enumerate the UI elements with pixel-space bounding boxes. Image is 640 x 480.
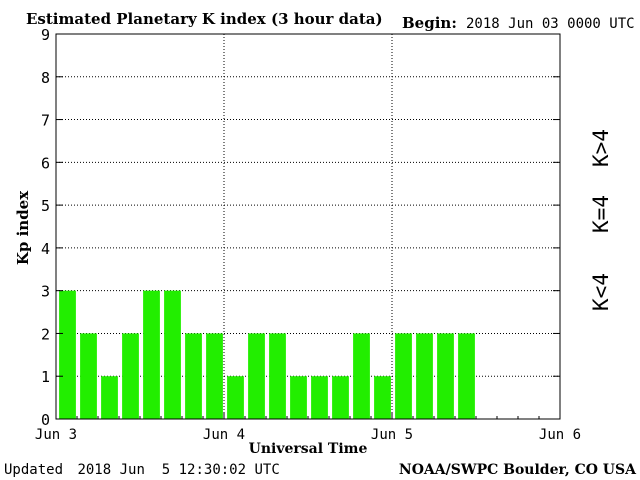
kp-bar [374, 376, 391, 419]
bars [59, 290, 475, 419]
x-tick-label: Jun 3 [35, 427, 77, 443]
footer-source: NOAA/SWPC Boulder, CO USA [399, 462, 637, 478]
footer-updated: Updated 2018 Jun 5 12:30:02 UTC [4, 462, 280, 478]
kp-bar [458, 333, 475, 419]
y-ticks: 0 1 2 3 4 5 6 7 8 9 [41, 26, 560, 429]
y-axis-label: Kp index [14, 190, 32, 265]
legend-k-less-4: K<4 [589, 273, 613, 311]
begin-value: 2018 Jun 03 0000 UTC [466, 16, 635, 32]
x-ticks: Jun 3 Jun 4 Jun 5 Jun 6 [35, 412, 581, 443]
kp-bar [206, 333, 223, 419]
kp-bar [80, 333, 97, 419]
updated-value: 2018 Jun 5 12:30:02 UTC [77, 462, 279, 478]
y-tick-label: 1 [41, 368, 50, 386]
kp-bar [185, 333, 202, 419]
y-tick-label: 6 [41, 154, 50, 172]
kp-bar [248, 333, 265, 419]
y-tick-label: 7 [41, 112, 50, 130]
y-tick-label: 9 [41, 26, 50, 44]
kp-bar [164, 290, 181, 419]
legend-k-greater-4: K>4 [589, 129, 613, 167]
y-tick-label: 0 [41, 411, 50, 429]
y-tick-label: 8 [41, 69, 50, 87]
y-tick-label: 3 [41, 283, 50, 301]
kp-bar [101, 376, 118, 419]
kp-bar [59, 290, 76, 419]
kp-bar [227, 376, 244, 419]
kp-bar [143, 290, 160, 419]
y-tick-label: 2 [41, 325, 50, 343]
plot-grid [56, 34, 560, 419]
updated-label: Updated [4, 462, 63, 478]
y-tick-label: 4 [41, 240, 50, 258]
kp-bar [311, 376, 328, 419]
x-axis-label: Universal Time [249, 441, 368, 457]
kp-bar [290, 376, 307, 419]
kp-bar [353, 333, 370, 419]
x-tick-label: Jun 6 [539, 427, 581, 443]
kp-bar [437, 333, 454, 419]
x-tick-label: Jun 5 [371, 427, 413, 443]
x-tick-label: Jun 4 [203, 427, 245, 443]
chart-title: Estimated Planetary K index (3 hour data… [26, 10, 383, 28]
legend-k-equal-4: K=4 [589, 195, 613, 233]
kp-bar [416, 333, 433, 419]
kp-bar [332, 376, 349, 419]
kp-bar [395, 333, 412, 419]
kp-bar [122, 333, 139, 419]
y-tick-label: 5 [41, 197, 50, 215]
kp-bar [269, 333, 286, 419]
begin-label: Begin: [402, 14, 457, 32]
